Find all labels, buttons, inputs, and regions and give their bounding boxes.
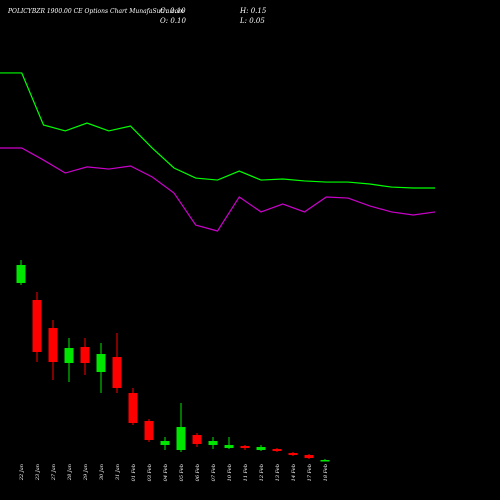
high-label: H: 0.15 — [239, 7, 267, 15]
x-tick-label: 27 Jan — [51, 464, 57, 481]
x-tick-label: 31 Jan — [115, 464, 121, 480]
candle-body — [176, 427, 186, 450]
low-label: L: 0.05 — [239, 17, 265, 25]
x-tick-label: 05 Feb — [179, 464, 185, 481]
x-tick-label: 07 Feb — [211, 464, 217, 481]
x-tick-label: 10 Feb — [227, 464, 233, 481]
candle-body — [224, 445, 234, 448]
candle-body — [320, 460, 330, 462]
x-tick-label: 28 Jan — [67, 464, 73, 481]
x-tick-label: 01 Feb — [131, 464, 137, 481]
candle-body — [288, 453, 298, 455]
candle-body — [240, 446, 250, 448]
indicator-line — [0, 147, 436, 232]
candle-body — [144, 421, 154, 440]
x-tick-label: 06 Feb — [195, 464, 201, 481]
candle-body — [96, 354, 106, 372]
x-tick-label: 30 Jan — [99, 464, 105, 480]
candle-body — [80, 347, 90, 363]
candle-body — [64, 348, 74, 363]
candle-body — [272, 449, 282, 451]
x-tick-label: 11 Feb — [243, 464, 249, 481]
x-tick-label: 03 Feb — [147, 464, 153, 481]
close-label: C: 0.10 — [160, 7, 186, 15]
candle-body — [208, 441, 218, 445]
x-tick-label: 04 Feb — [163, 464, 169, 481]
open-label: O: 0.10 — [160, 17, 186, 25]
x-tick-label: 22 Jan — [19, 464, 25, 481]
candle-body — [192, 435, 202, 444]
x-tick-label: 12 Feb — [259, 464, 265, 481]
x-tick-label: 13 Feb — [275, 464, 281, 481]
x-tick-label: 29 Jan — [83, 464, 89, 481]
indicator-line — [0, 72, 435, 189]
candle-body — [16, 265, 26, 283]
x-tick-label: 14 Feb — [291, 464, 297, 481]
x-tick-label: 23 Jan — [35, 464, 41, 481]
x-tick-label: 18 Feb — [323, 464, 329, 481]
chart-title: POLICYBZR 1900.00 CE Options Chart Munaf… — [7, 8, 184, 15]
candle-body — [32, 300, 42, 352]
x-tick-label: 17 Feb — [307, 464, 313, 481]
candle-body — [128, 393, 138, 423]
candle-body — [304, 455, 314, 458]
candle-body — [160, 441, 170, 445]
candle-body — [112, 357, 122, 388]
candle-body — [256, 447, 266, 450]
candle-body — [48, 328, 58, 362]
